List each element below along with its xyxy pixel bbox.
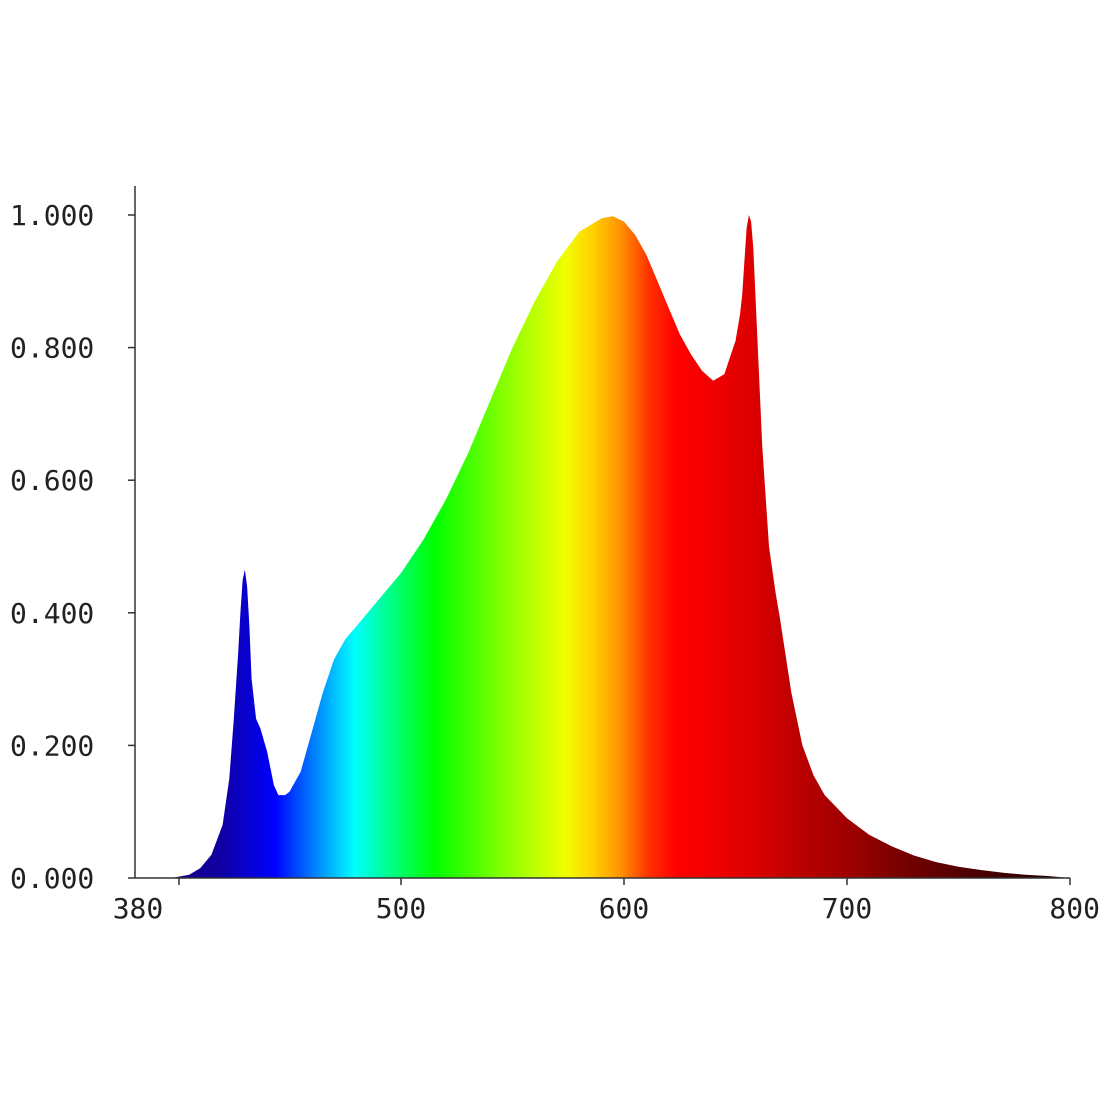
y-tick-label: 0.800	[10, 332, 94, 365]
x-tick-label: 380	[113, 892, 164, 925]
x-tick-label: 600	[599, 892, 650, 925]
x-tick-label: 800	[1049, 892, 1100, 925]
y-tick-label: 1.000	[10, 199, 94, 232]
y-tick-label: 0.400	[10, 597, 94, 630]
x-axis: 380 500 600 700 800	[113, 877, 1100, 925]
y-tick-label: 0.600	[10, 464, 94, 497]
y-axis: 0.000 0.200 0.400 0.600 0.800 1.000	[10, 186, 136, 895]
x-tick-label: 500	[376, 892, 427, 925]
y-tick-label: 0.200	[10, 729, 94, 762]
y-tick-label: 0.000	[10, 862, 94, 895]
x-tick-label: 700	[822, 892, 873, 925]
spectrum-area	[171, 215, 1071, 878]
